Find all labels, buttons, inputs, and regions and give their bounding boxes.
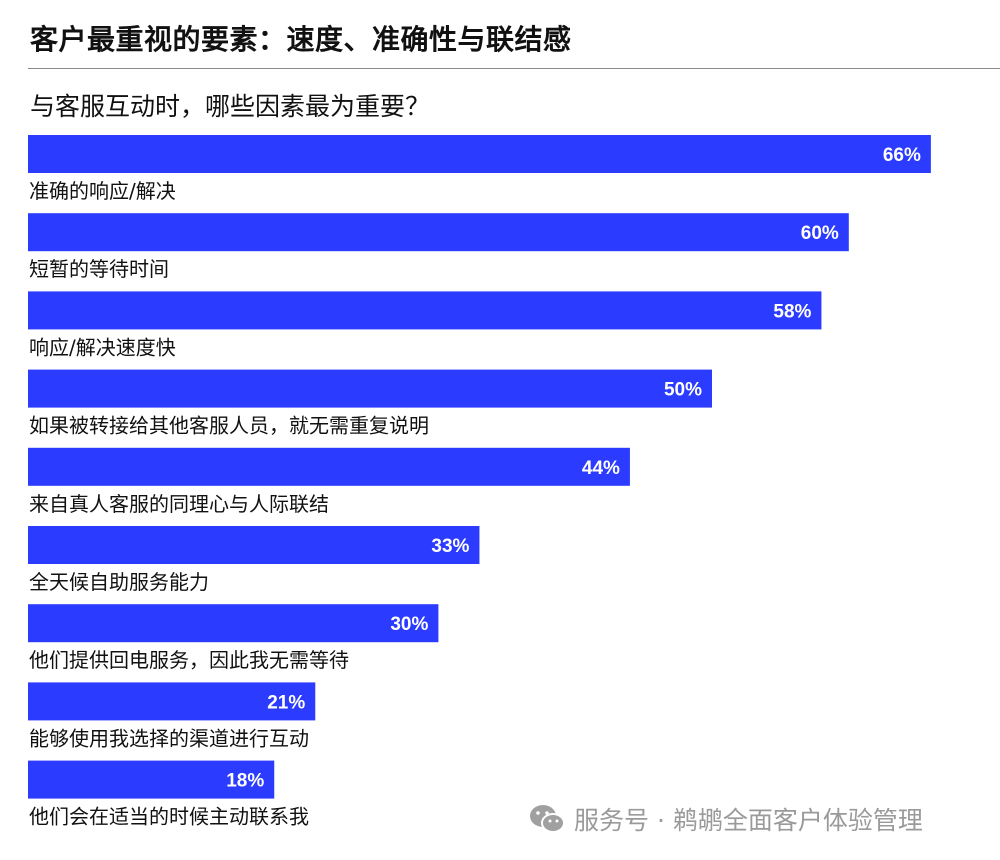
bar-value-label-2: 60% (801, 223, 839, 244)
category-label-5: 来自真人客服的同理心与人际联结 (29, 492, 329, 516)
bar-5 (28, 447, 630, 486)
bar-9 (28, 760, 275, 799)
category-label-6: 全天候自助服务能力 (29, 570, 209, 594)
bar-value-label-8: 21% (267, 692, 305, 713)
category-label-1: 准确的响应/解决 (29, 179, 176, 203)
category-label-4: 如果被转接给其他客服人员，就无需重复说明 (29, 414, 429, 438)
bar-4 (28, 369, 712, 408)
bar-1 (28, 135, 931, 173)
category-label-8: 能够使用我选择的渠道进行互动 (29, 726, 309, 750)
chart-subtitle: 与客服互动时，哪些因素最为重要？ (30, 92, 431, 121)
category-label-9: 他们会在适当的时候主动联系我 (29, 805, 309, 829)
wechat-icon (530, 805, 565, 833)
bar-value-label-4: 50% (664, 380, 702, 401)
bar-value-label-1: 66% (883, 145, 921, 166)
bar-6 (28, 526, 480, 564)
bar-7 (28, 604, 439, 643)
bar-value-label-7: 30% (390, 614, 428, 635)
bar-value-label-3: 58% (773, 301, 811, 322)
title-divider (28, 68, 1000, 69)
watermark: 服务号 · 鹈鹕全面客户体验管理 (528, 801, 923, 837)
bar-8 (28, 682, 316, 721)
chart-title: 客户最重视的要素：速度、准确性与联结感 (30, 23, 572, 56)
bar-value-label-9: 18% (226, 771, 264, 792)
category-label-3: 响应/解决速度快 (29, 335, 176, 359)
bar-value-label-6: 33% (431, 536, 469, 557)
bar-3 (28, 291, 822, 330)
category-label-7: 他们提供回电服务，因此我无需等待 (29, 648, 349, 672)
bar-value-label-5: 44% (582, 458, 620, 479)
watermark-text: 服务号 · 鹈鹕全面客户体验管理 (574, 806, 923, 835)
category-label-2: 短暂的等待时间 (29, 257, 169, 281)
bar-2 (28, 213, 849, 252)
